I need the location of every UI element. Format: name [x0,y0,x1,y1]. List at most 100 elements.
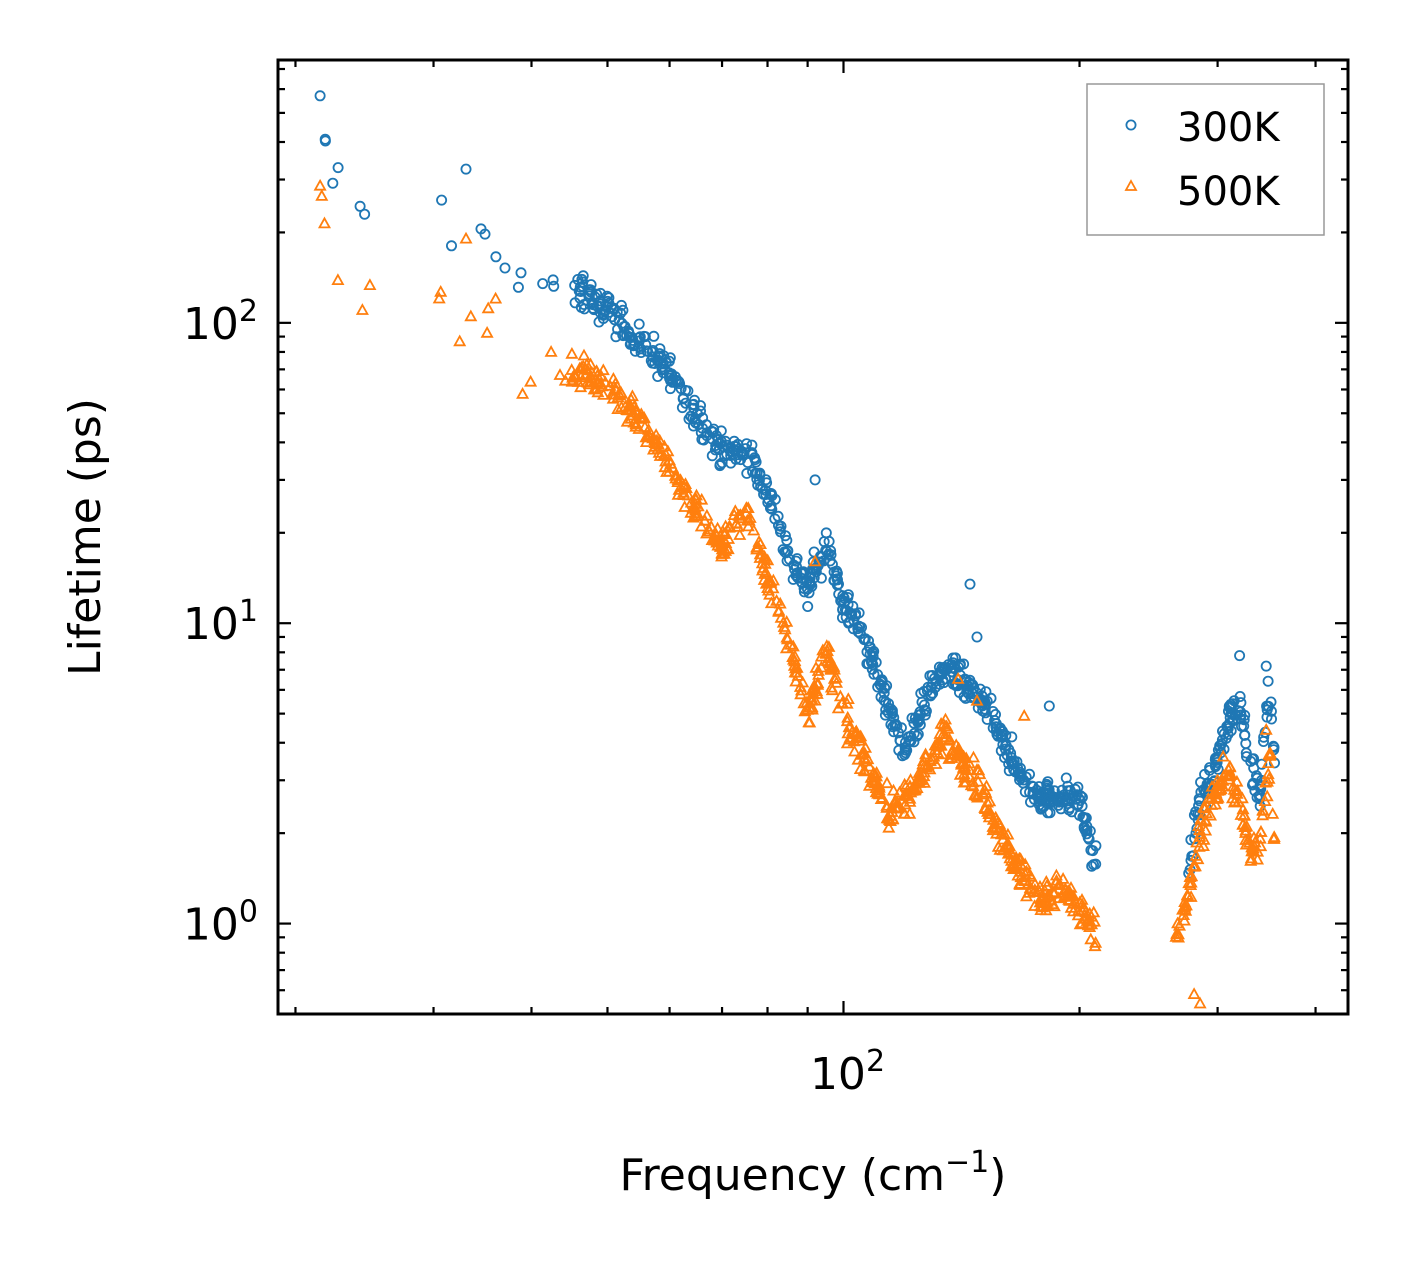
point-300k [815,572,827,584]
point-300k [856,621,868,633]
point-500k [1028,883,1042,895]
point-300k [688,398,700,410]
point-500k [639,435,653,448]
point-500k [885,800,899,813]
point-300k [753,475,765,487]
point-300k [1043,794,1055,806]
point-300k [1082,832,1094,844]
point-500k [886,783,901,796]
point-300k [548,280,560,292]
point-300k [981,713,993,725]
point-500k [1063,893,1077,906]
point-300k [1075,790,1087,802]
point-500k [1056,872,1070,884]
point-300k [1266,713,1278,725]
point-500k [951,672,965,684]
point-500k [842,720,856,733]
point-300k [1000,740,1012,752]
point-500k [761,576,776,588]
point-500k [698,513,712,526]
point-300k [610,331,622,343]
point-300k [512,281,524,293]
point-300k [640,339,652,351]
point-300k [445,240,457,252]
point-500k [827,659,841,672]
point-500k [608,376,623,389]
point-300k [654,343,666,355]
point-500k [780,615,794,627]
axis-ticks-layer: 102 100 101 102 [183,60,1348,1100]
point-300k [332,162,344,174]
point-300k [781,534,793,546]
point-300k [633,318,645,330]
legend-label-500k: 500K [1177,169,1281,215]
point-500k [614,387,629,399]
point-500k [721,532,736,544]
point-300k [515,267,527,279]
point-300k [841,605,853,617]
point-300k [971,631,983,643]
x-axis-label: Frequency (cm−1) [620,1145,1007,1201]
point-500k [733,528,747,540]
point-500k [1205,798,1219,810]
point-500k [998,841,1012,853]
point-500k [1197,800,1211,813]
point-500k [854,729,868,742]
point-500k [778,622,792,635]
point-300k [740,443,752,455]
point-300k [682,385,694,397]
point-300k [1077,811,1089,823]
point-500k [1052,877,1066,890]
point-500k [464,309,478,322]
point-500k [822,640,836,652]
point-500k [766,581,780,594]
point-300k [583,290,595,302]
point-500k [913,771,927,783]
point-500k [1089,935,1103,948]
point-300k [934,668,946,680]
y-axis-label: Lifetime (ps) [60,398,111,676]
point-500k [811,664,825,676]
point-300k [1086,860,1098,872]
point-300k [754,469,766,481]
point-300k [1090,840,1102,852]
point-500k [1017,708,1031,721]
point-500k [516,387,530,399]
point-500k [695,492,709,505]
point-500k [991,840,1005,852]
point-500k [1267,830,1281,842]
point-500k [1266,807,1280,819]
point-300k [775,526,787,538]
point-500k [952,741,966,754]
point-500k [1199,823,1213,836]
point-500k [489,291,503,304]
point-500k [594,369,609,382]
point-500k [585,365,599,378]
point-300k [1024,768,1036,780]
point-300k [1212,744,1224,756]
point-500k [355,303,369,315]
point-500k [719,544,733,556]
point-500k [657,439,671,452]
point-500k [1001,846,1015,859]
point-500k [1237,808,1251,820]
point-500k [931,737,945,750]
point-300k [436,194,448,206]
point-500k [989,810,1003,823]
point-500k [989,826,1004,839]
point-300k [990,709,1002,721]
point-300k [499,262,511,274]
point-500k [723,520,737,533]
point-300k [885,719,897,731]
point-500k [1224,767,1238,780]
point-500k [1262,771,1276,784]
point-500k [591,374,605,387]
point-300k [868,668,880,680]
point-300k [870,656,882,668]
point-300k [1188,809,1200,821]
point-500k [1236,818,1250,830]
point-500k [1062,886,1076,898]
point-500k [753,547,767,560]
point-300k [735,454,747,466]
